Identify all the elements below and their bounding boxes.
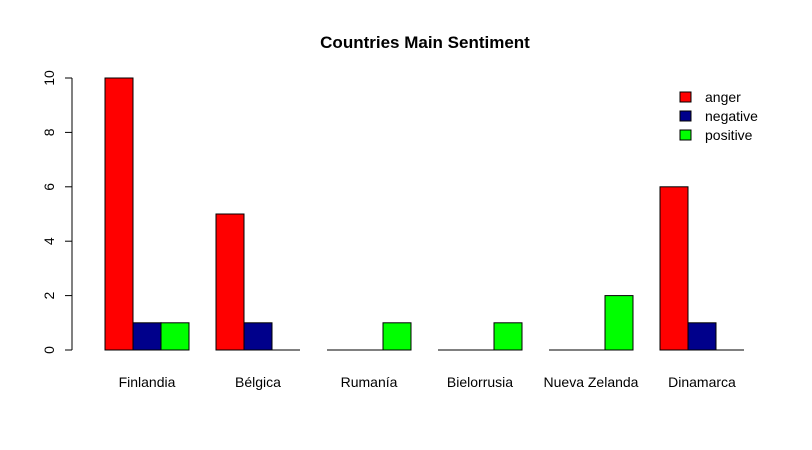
y-axis: 0 2 4 6 8 10: [41, 70, 73, 354]
bar-anger: [104, 77, 134, 351]
bar-negative: [132, 322, 162, 351]
category-label: Dinamarca: [668, 374, 736, 390]
category-labels: Finlandia Bélgica Rumanía Bielorrusia Nueva …: [119, 374, 736, 390]
category-label: Bélgica: [235, 374, 281, 390]
y-tick-label: 4: [41, 237, 57, 245]
legend-label-positive: positive: [705, 127, 753, 143]
legend: anger negative positive: [679, 89, 758, 143]
bar-positive: [382, 322, 412, 351]
bar-anger: [215, 213, 245, 351]
y-tick-label: 2: [41, 291, 57, 299]
bars: [104, 77, 744, 351]
y-tick-label: 10: [41, 70, 57, 86]
legend-swatch-positive: [679, 129, 692, 141]
legend-swatch-anger: [679, 91, 692, 103]
category-label: Rumanía: [341, 374, 398, 390]
legend-label-negative: negative: [705, 108, 758, 124]
y-tick-label: 0: [41, 346, 57, 354]
legend-label-anger: anger: [705, 89, 741, 105]
y-tick-label: 8: [41, 128, 57, 136]
bar-anger: [659, 186, 689, 351]
category-label: Bielorrusia: [447, 374, 513, 390]
bar-negative: [687, 322, 717, 351]
bar-positive: [160, 322, 190, 351]
category-label: Nueva Zelanda: [544, 374, 639, 390]
category-label: Finlandia: [119, 374, 176, 390]
bar-negative: [243, 322, 273, 351]
bar-positive: [604, 295, 634, 351]
y-tick-label: 6: [41, 183, 57, 191]
chart-title: Countries Main Sentiment: [320, 33, 530, 52]
bar-positive: [493, 322, 523, 351]
legend-swatch-negative: [679, 110, 692, 122]
